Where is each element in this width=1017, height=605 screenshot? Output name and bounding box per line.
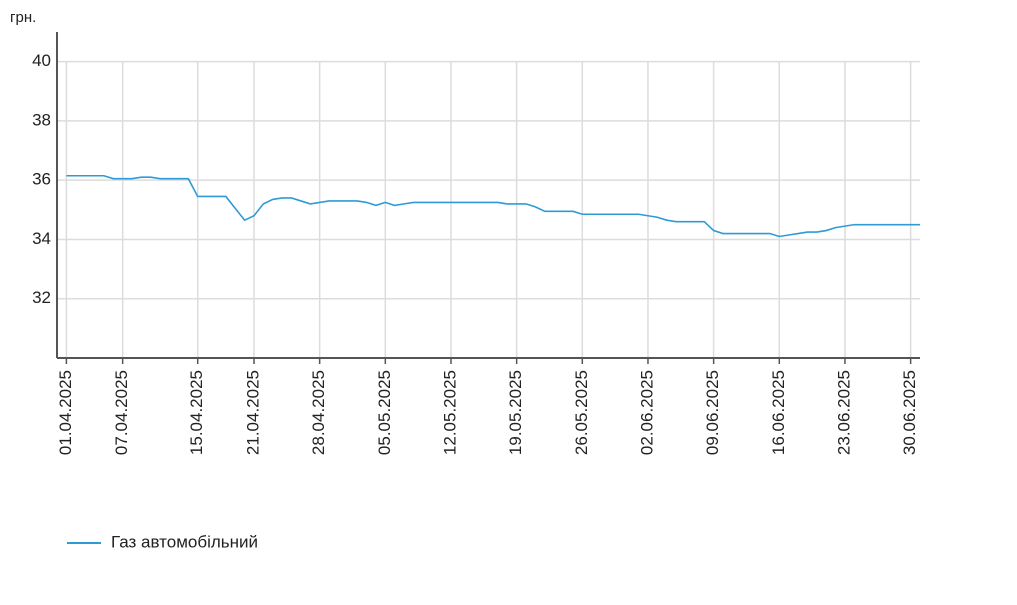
x-tick-label: 26.05.2025 (572, 370, 591, 455)
x-tick-label: 19.05.2025 (506, 370, 525, 455)
y-tick-label: 36 (32, 170, 51, 189)
x-tick-label: 05.05.2025 (375, 370, 394, 455)
x-tick-label: 23.06.2025 (834, 370, 853, 455)
legend-label: Газ автомобільний (111, 532, 258, 551)
x-tick-label: 01.04.2025 (56, 370, 75, 455)
x-tick-label: 28.04.2025 (309, 370, 328, 455)
x-tick-label: 16.06.2025 (769, 370, 788, 455)
x-tick-label: 15.04.2025 (187, 370, 206, 455)
y-tick-label: 40 (32, 51, 51, 70)
y-tick-label: 34 (32, 229, 51, 248)
line (66, 174, 920, 238)
x-tick-label: 09.06.2025 (703, 370, 722, 455)
y-axis-label: грн. (10, 9, 36, 26)
x-tick-label: 12.05.2025 (440, 370, 459, 455)
x-tick-label: 30.06.2025 (900, 370, 919, 455)
x-tick-label: 07.04.2025 (112, 370, 131, 455)
y-tick-label: 38 (32, 110, 51, 129)
x-tick-label: 21.04.2025 (243, 370, 262, 455)
y-tick-label: 32 (32, 288, 51, 307)
x-tick-label: 02.06.2025 (637, 370, 656, 455)
